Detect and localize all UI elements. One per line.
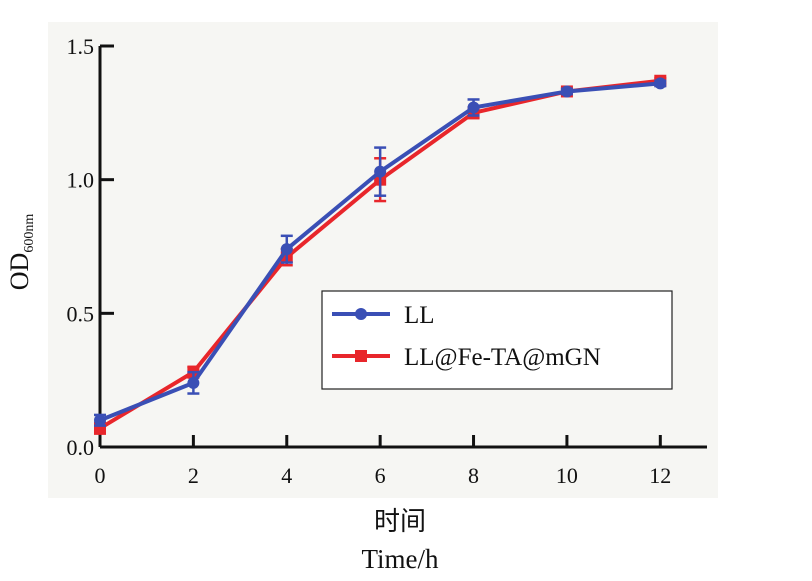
y-tick-label: 0.0: [67, 435, 95, 460]
series-layer: [94, 74, 667, 435]
x-tick-label: 8: [468, 463, 479, 488]
svg-text:OD600nm: OD600nm: [5, 214, 37, 291]
y-tick-label: 1.5: [67, 34, 95, 59]
y-axis-title-main: OD: [5, 253, 34, 291]
x-tick-label: 4: [281, 463, 292, 488]
data-point-ll: [187, 376, 200, 389]
legend-box: [321, 290, 673, 390]
y-axis-title-sub: 600nm: [22, 214, 37, 253]
legend-marker-ll-fe-ta-mgn: [355, 350, 367, 362]
x-tick-label: 6: [375, 463, 386, 488]
x-tick-label: 2: [188, 463, 199, 488]
data-point-ll: [280, 243, 293, 256]
x-tick-label: 10: [556, 463, 578, 488]
x-tick-label: 12: [649, 463, 671, 488]
data-point-ll: [94, 414, 106, 427]
data-point-ll: [374, 165, 387, 178]
y-tick-label: 1.0: [67, 168, 95, 193]
y-axis-title: OD600nm: [5, 214, 37, 291]
x-tick-label: 0: [95, 463, 106, 488]
legend-label-ll-fe-ta-mgn: LL@Fe-TA@mGN: [404, 344, 601, 371]
x-axis-title-english: Time/h: [361, 544, 439, 574]
legend-label-ll: LL: [404, 302, 435, 329]
y-tick-label: 0.5: [67, 301, 95, 326]
data-point-ll: [654, 77, 667, 90]
legend: LL LL@Fe-TA@mGN: [321, 290, 673, 390]
axes: 0 2 4 6 8 10 12 0.0 0.5 1.0 1.5: [67, 34, 707, 488]
legend-marker-ll: [355, 308, 367, 320]
x-axis-title-chinese: 时间: [374, 507, 426, 536]
data-point-ll: [560, 85, 573, 98]
data-point-ll: [467, 101, 480, 114]
series-ll: [94, 77, 667, 427]
plot-background: [48, 22, 718, 498]
